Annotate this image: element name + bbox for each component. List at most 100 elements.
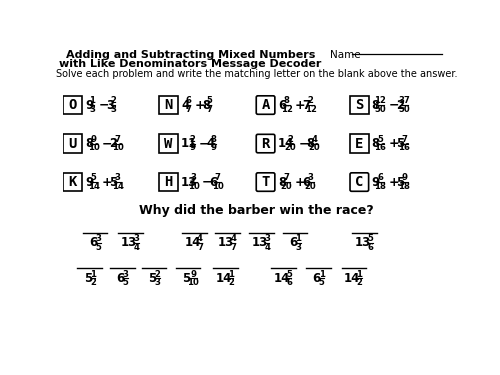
- Text: 4: 4: [312, 135, 318, 144]
- Text: 3: 3: [123, 270, 128, 279]
- Text: 7: 7: [215, 173, 220, 182]
- Text: 3: 3: [110, 105, 116, 114]
- Text: 8: 8: [210, 135, 216, 144]
- Text: 13: 13: [252, 236, 268, 249]
- Text: 6: 6: [302, 176, 310, 189]
- Text: 3: 3: [308, 173, 314, 182]
- Text: 5: 5: [148, 272, 156, 285]
- Text: −: −: [102, 137, 113, 150]
- Text: 3: 3: [134, 234, 139, 243]
- Text: 37: 37: [398, 96, 410, 105]
- Text: 3: 3: [191, 173, 196, 182]
- Text: 13: 13: [218, 236, 234, 249]
- Text: 6: 6: [290, 236, 298, 249]
- Text: U: U: [68, 136, 77, 150]
- Text: 20: 20: [304, 182, 316, 191]
- Text: 9: 9: [402, 173, 407, 182]
- Text: 4: 4: [206, 137, 214, 150]
- Text: 50: 50: [374, 105, 386, 114]
- Text: 8: 8: [278, 176, 286, 189]
- Text: 14: 14: [344, 272, 360, 285]
- FancyBboxPatch shape: [256, 96, 275, 114]
- Text: 8: 8: [202, 99, 210, 111]
- Text: −: −: [202, 176, 212, 189]
- Text: 3: 3: [296, 243, 302, 252]
- Text: O: O: [68, 98, 77, 112]
- Text: +: +: [295, 176, 306, 189]
- Text: 7: 7: [284, 173, 290, 182]
- Text: 8: 8: [284, 96, 290, 105]
- Text: 6: 6: [368, 243, 374, 252]
- Text: 8: 8: [306, 137, 314, 150]
- Text: 6: 6: [116, 272, 125, 285]
- Text: 6: 6: [378, 173, 384, 182]
- Text: 6: 6: [186, 96, 191, 105]
- Text: 3: 3: [106, 99, 114, 111]
- Text: 3: 3: [264, 234, 270, 243]
- Text: 7: 7: [230, 243, 236, 252]
- Text: +: +: [388, 176, 400, 189]
- Text: 4: 4: [197, 234, 203, 243]
- Text: 16: 16: [374, 143, 386, 152]
- Text: T: T: [262, 175, 270, 189]
- Text: 8: 8: [372, 99, 380, 111]
- Text: −: −: [199, 137, 209, 150]
- Text: 2: 2: [396, 99, 404, 111]
- FancyBboxPatch shape: [64, 96, 82, 114]
- Text: +: +: [102, 176, 113, 189]
- Text: 4: 4: [230, 234, 236, 243]
- FancyBboxPatch shape: [350, 96, 368, 114]
- Text: 10: 10: [188, 182, 200, 191]
- Text: 13: 13: [121, 236, 138, 249]
- Text: 14: 14: [278, 137, 294, 150]
- Text: 11: 11: [181, 137, 198, 150]
- Text: Solve each problem and write the matching letter on the blank above the answer.: Solve each problem and write the matchin…: [56, 69, 457, 79]
- FancyBboxPatch shape: [350, 173, 368, 191]
- Text: A: A: [262, 98, 270, 112]
- Text: 12: 12: [304, 105, 316, 114]
- Text: 13: 13: [181, 176, 198, 189]
- Text: 7: 7: [302, 99, 310, 111]
- Text: +: +: [388, 137, 400, 150]
- FancyBboxPatch shape: [64, 173, 82, 191]
- Text: 1: 1: [228, 270, 234, 279]
- Text: with Like Denominators Message Decoder: with Like Denominators Message Decoder: [59, 59, 322, 69]
- Text: 6: 6: [278, 99, 286, 111]
- Text: 5: 5: [84, 272, 92, 285]
- Text: 2: 2: [288, 135, 294, 144]
- Text: 12: 12: [374, 96, 386, 105]
- Text: +: +: [295, 99, 306, 111]
- Text: Adding and Subtracting Mixed Numbers: Adding and Subtracting Mixed Numbers: [66, 50, 315, 60]
- Text: 7: 7: [197, 243, 203, 252]
- FancyBboxPatch shape: [160, 96, 178, 114]
- Text: 3: 3: [114, 173, 120, 182]
- Text: 2: 2: [308, 96, 314, 105]
- Text: E: E: [355, 136, 364, 150]
- Text: 1: 1: [89, 96, 95, 105]
- Text: C: C: [355, 175, 364, 189]
- Text: 9: 9: [85, 176, 93, 189]
- Text: 1: 1: [319, 270, 325, 279]
- Text: 14: 14: [112, 182, 124, 191]
- Text: 1: 1: [356, 270, 362, 279]
- Text: 3: 3: [89, 105, 95, 114]
- Text: 1: 1: [90, 270, 96, 279]
- Text: 4: 4: [134, 243, 140, 252]
- Text: 14: 14: [88, 182, 100, 191]
- Text: 3: 3: [96, 234, 102, 243]
- Text: 9: 9: [85, 99, 93, 111]
- Text: 5: 5: [109, 176, 117, 189]
- Text: 14: 14: [274, 272, 290, 285]
- Text: 9: 9: [372, 176, 380, 189]
- Text: 6: 6: [286, 278, 292, 287]
- Text: 10: 10: [112, 143, 124, 152]
- Text: R: R: [262, 136, 270, 150]
- Text: 8: 8: [85, 137, 93, 150]
- Text: 14: 14: [216, 272, 232, 285]
- Text: 18: 18: [398, 182, 410, 191]
- Text: 2: 2: [356, 278, 362, 287]
- Text: 20: 20: [280, 182, 292, 191]
- Text: N: N: [164, 98, 173, 112]
- Text: 5: 5: [206, 96, 212, 105]
- Text: 20: 20: [285, 143, 296, 152]
